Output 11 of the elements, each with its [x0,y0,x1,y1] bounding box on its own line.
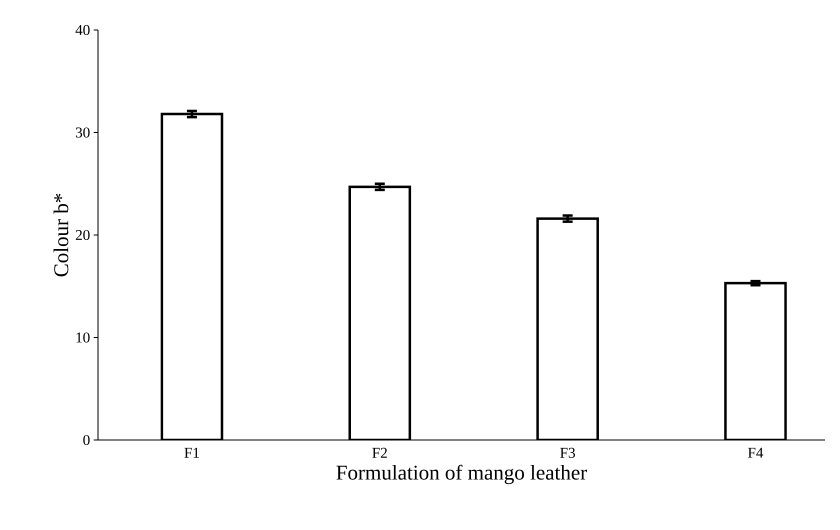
y-axis-title: Colour b* [54,194,68,276]
x-tick-label: F1 [184,448,199,458]
y-tick-label: 0 [83,434,90,446]
y-tick-label: 20 [76,230,90,240]
y-tick-label: 30 [76,127,90,138]
x-tick-label: F3 [560,448,575,458]
y-tick-label: 40 [76,24,90,36]
x-tick-label: F2 [372,448,387,458]
x-tick-label: F4 [748,448,764,458]
x-axis-title: Formulation of mango leather [336,464,588,484]
y-tick-label: 10 [76,332,90,343]
